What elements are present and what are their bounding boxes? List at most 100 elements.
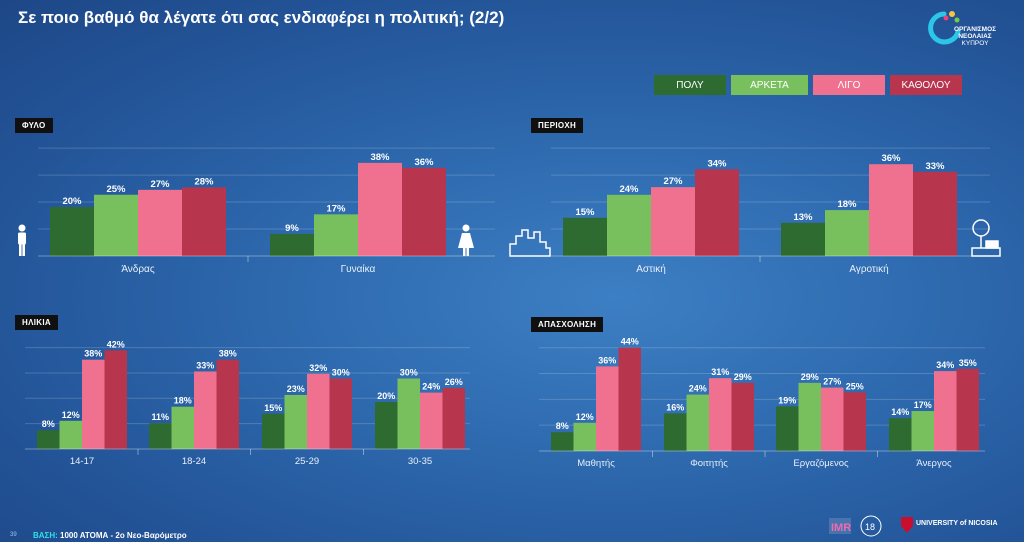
bar <box>138 189 182 256</box>
chart-2: 8% 12% 38% 42% 14-17 11% 18% 33% 38% 18-24 15% 23% 3… <box>25 339 470 467</box>
bar <box>397 378 420 449</box>
bar <box>651 187 695 256</box>
data-label: 20% <box>377 391 395 401</box>
data-label: 15% <box>575 207 595 218</box>
data-label: 12% <box>62 410 80 420</box>
category-label: 14-17 <box>70 456 94 467</box>
data-label: 33% <box>196 360 214 370</box>
data-label: 29% <box>734 372 752 382</box>
university-shield-icon <box>901 517 913 533</box>
rural-icon <box>971 219 1001 257</box>
data-label: 27% <box>663 176 683 187</box>
data-label: 35% <box>959 358 977 368</box>
bar <box>216 359 239 449</box>
male-icon <box>18 224 26 256</box>
data-label: 33% <box>925 161 945 172</box>
data-label: 15% <box>264 403 282 413</box>
bar <box>270 233 314 256</box>
data-label: 26% <box>445 377 463 387</box>
bar <box>781 222 825 256</box>
bar <box>664 413 687 451</box>
org-logo-text: ΟΡΓΑΝΙΣΜΟΣ ΝΕΟΛΑΙΑΣ ΚΥΠΡΟΥ <box>953 26 997 47</box>
data-label: 30% <box>400 368 418 378</box>
chart-0: 20% 25% 27% 28% Άνδρας 9% 17% 38% 36% Γυναίκα <box>38 147 495 275</box>
bar <box>420 392 443 449</box>
bar <box>709 378 732 451</box>
svg-text:IMR: IMR <box>831 522 851 534</box>
bar <box>182 187 226 256</box>
data-label: 27% <box>823 377 841 387</box>
bar <box>889 418 912 451</box>
data-label: 36% <box>598 355 616 365</box>
data-label: 24% <box>422 382 440 392</box>
bar <box>194 371 217 449</box>
category-label: 18-24 <box>182 456 206 467</box>
legend-item-arketa: ΑΡΚΕΤΑ <box>731 75 808 95</box>
data-label: 20% <box>62 196 82 207</box>
data-label: 13% <box>793 212 813 223</box>
data-label: 30% <box>332 368 350 378</box>
org-logo <box>928 11 961 45</box>
data-label: 12% <box>576 412 594 422</box>
category-label: Άνδρας <box>121 264 155 275</box>
category-label: Μαθητής <box>577 458 615 469</box>
bar <box>607 194 651 256</box>
section-label-age: ΗΛΙΚΙΑ <box>15 315 58 330</box>
bar <box>776 406 799 451</box>
chart-3: 8% 12% 36% 44% Μαθητής 16% 24% 31% 29% Φοιτητής 19… <box>539 337 985 469</box>
bar <box>307 373 330 449</box>
bar <box>551 432 574 451</box>
bar <box>695 169 739 256</box>
legend: ΠΟΛΥ ΑΡΚΕΤΑ ΛΙΓΟ ΚΑΘΟΛΟΥ <box>654 75 962 95</box>
data-label: 24% <box>619 184 639 195</box>
legend-item-katholou: ΚΑΘΟΛΟΥ <box>890 75 962 95</box>
partner-logos: IMR 18 <box>829 515 882 537</box>
category-label: Αστική <box>636 263 666 275</box>
data-label: 34% <box>707 158 727 169</box>
category-label: 25-29 <box>295 456 319 467</box>
category-label: 30-35 <box>408 456 432 467</box>
data-label: 17% <box>326 203 346 214</box>
data-label: 44% <box>621 337 639 347</box>
data-label: 42% <box>107 339 125 349</box>
bar <box>104 350 127 449</box>
section-label-area: ΠΕΡΙΟΧΗ <box>531 118 584 133</box>
city-icon <box>509 229 551 257</box>
bar <box>284 394 307 449</box>
bar <box>402 167 446 256</box>
university-logo-text: UNIVERSITY of NICOSIA <box>916 520 998 527</box>
data-label: 28% <box>194 176 214 187</box>
bar <box>149 423 172 449</box>
bar <box>358 162 402 256</box>
data-label: 25% <box>846 381 864 391</box>
bar <box>843 392 866 451</box>
bar <box>375 402 398 449</box>
data-label: 25% <box>106 184 126 195</box>
data-label: 8% <box>42 419 55 429</box>
bar <box>821 387 844 451</box>
bar <box>94 194 138 256</box>
data-label: 27% <box>150 179 170 190</box>
bar <box>618 347 641 451</box>
data-label: 38% <box>219 349 237 359</box>
page-title: Σε ποιο βαθμό θα λέγατε ότι σας ενδιαφέρ… <box>18 8 505 27</box>
footer-basis: ΒΑΣΗ: 1000 ΑΤΟΜΑ - 2ο Νεο-Βαρόμετρο <box>33 531 187 540</box>
data-label: 8% <box>556 421 569 431</box>
bar <box>911 411 934 451</box>
legend-item-ligo: ΛΙΓΟ <box>813 75 885 95</box>
data-label: 29% <box>801 372 819 382</box>
female-icon <box>458 224 474 256</box>
page-number: 39 <box>10 532 17 538</box>
bar <box>314 214 358 256</box>
data-label: 18% <box>837 199 857 210</box>
bar <box>262 413 285 449</box>
bar <box>37 430 60 449</box>
bar <box>956 368 979 451</box>
bar <box>171 406 194 449</box>
svg-text:18: 18 <box>865 522 875 532</box>
bar <box>869 164 913 256</box>
category-label: Εργαζόμενος <box>793 458 849 469</box>
data-label: 18% <box>174 396 192 406</box>
data-label: 14% <box>891 407 909 417</box>
section-label-occupation: ΑΠΑΣΧΟΛΗΣΗ <box>531 317 604 332</box>
